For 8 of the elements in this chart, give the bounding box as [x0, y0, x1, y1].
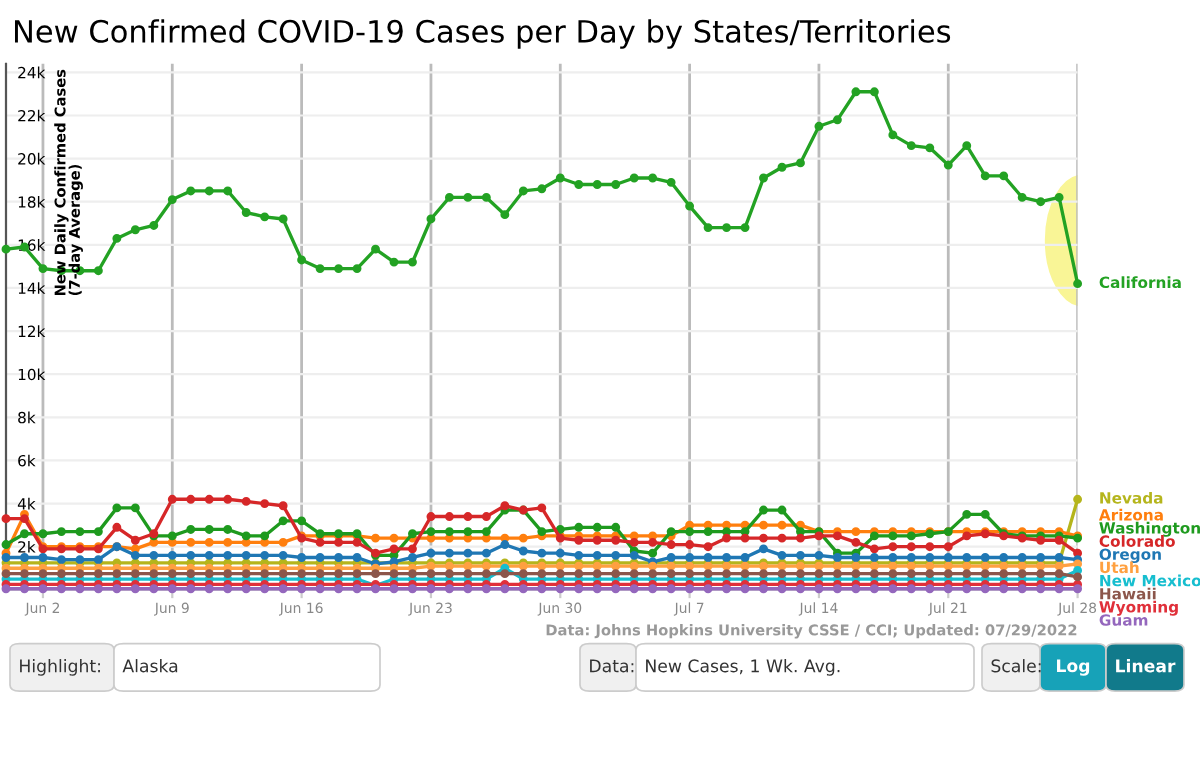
text: Data: — [590, 659, 634, 673]
text: Log — [1057, 659, 1090, 676]
text: New Cases, 1 Wk. Avg. — [646, 659, 840, 676]
text: Highlight: — [20, 659, 100, 676]
chart-title: New Confirmed COVID-19 Cases per Day by States/Territories — [15, 19, 951, 49]
text: Linear — [1116, 659, 1176, 673]
text: Alaska — [122, 659, 178, 673]
text: Scale: — [991, 659, 1041, 673]
